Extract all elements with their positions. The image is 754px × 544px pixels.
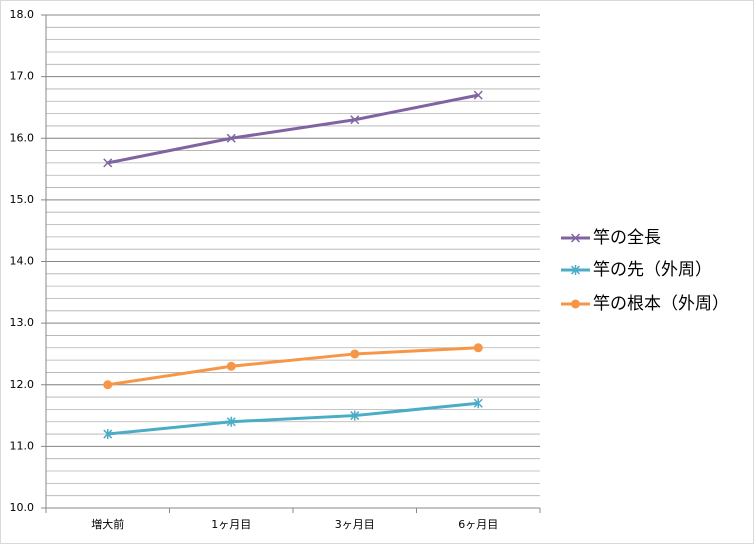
legend-label: 竿の全長 [593,228,661,248]
series-line [107,93,479,165]
marker [571,299,580,309]
marker [226,361,236,371]
marker [226,416,236,427]
series-line [107,346,479,387]
y-tick-label: 17.0 [10,70,35,83]
marker [350,349,360,359]
marker [473,343,483,353]
x-tick-label: 増大前 [91,517,124,531]
y-tick-label: 14.0 [10,255,35,268]
y-tick-label: 15.0 [10,193,35,206]
legend-label: 竿の先（外周） [593,260,712,280]
y-tick-label: 16.0 [10,131,35,144]
legend-label: 竿の根本（外周） [593,294,729,314]
marker [570,265,581,275]
x-tick-label: 3ヶ月目 [335,518,375,531]
marker [350,115,360,125]
y-tick-label: 12.0 [10,378,35,391]
y-tick-label: 11.0 [10,439,35,452]
y-tick-label: 13.0 [10,316,35,329]
series-line [107,401,479,436]
marker [473,398,483,409]
marker [473,90,483,100]
marker [570,233,581,243]
x-tick-label: 6ヶ月目 [458,518,498,531]
marker [350,410,360,421]
marker [103,158,113,168]
marker [226,133,236,143]
x-tick-label: 1ヶ月目 [211,518,251,531]
marker [103,380,113,390]
marker [103,429,113,440]
y-tick-label: 10.0 [10,501,35,514]
y-tick-label: 18.0 [10,8,35,21]
